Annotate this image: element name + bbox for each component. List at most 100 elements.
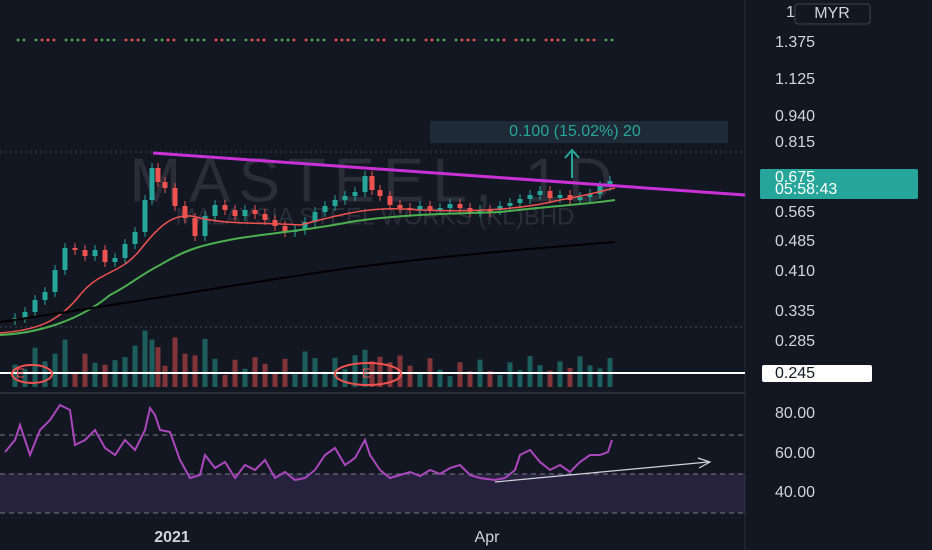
candle-body [42, 292, 48, 300]
rsi-line [4, 403, 613, 482]
signal-dot [22, 38, 26, 42]
rsi-axis: 80.00 60.00 40.00 [775, 405, 815, 501]
signal-dot [490, 38, 494, 42]
candle-body [342, 196, 348, 200]
candle-body [102, 250, 108, 262]
candle-body [22, 312, 28, 318]
volume-bar [149, 339, 155, 387]
signal-dot [406, 38, 410, 42]
signal-dot [250, 38, 254, 42]
signal-dot [274, 38, 278, 42]
signal-dot [142, 38, 146, 42]
candle-body [527, 195, 533, 199]
volume-bar [262, 363, 268, 387]
volume-bar [322, 371, 328, 387]
candle-body [112, 258, 118, 262]
volume-bar [497, 375, 503, 387]
volume-bar [342, 369, 348, 387]
candle-body [92, 250, 98, 256]
signal-dot [292, 38, 296, 42]
price-tick-label: 1.125 [775, 71, 815, 88]
volume-bar [142, 330, 148, 387]
signal-dot [424, 38, 428, 42]
volume-bar [42, 361, 48, 387]
candle-body [427, 206, 433, 210]
signal-dot [130, 38, 134, 42]
candle-body [557, 195, 563, 198]
signal-dot [214, 38, 218, 42]
measure-label: 0.100 (15.02%) 20 [509, 123, 641, 140]
volume-bar [487, 371, 493, 387]
signal-dot [352, 38, 356, 42]
volume-bar [507, 362, 513, 387]
signal-dot [454, 38, 458, 42]
currency[interactable]: MYR [814, 5, 850, 22]
volume-bar [102, 364, 108, 387]
volume-bar [22, 368, 28, 387]
volume-bar [162, 365, 168, 387]
signal-dot [256, 38, 260, 42]
candle-body [507, 203, 513, 206]
price-tick-label: 0.410 [775, 263, 815, 280]
volume-bar [292, 372, 298, 387]
signal-dot [532, 38, 536, 42]
signal-dot [592, 38, 596, 42]
signal-dot [610, 38, 614, 42]
candle-body [437, 208, 443, 210]
signal-dot [154, 38, 158, 42]
currency-box[interactable] [794, 3, 871, 25]
volume-bar [62, 339, 68, 387]
signal-dot [430, 38, 434, 42]
candle-body [62, 248, 68, 270]
price-axis: 1.375 1.125 0.940 0.815 0.565 0.485 0.410 0.335… [775, 34, 815, 350]
countdown: 05:58:43 [775, 181, 837, 198]
signal-dot [160, 38, 164, 42]
signal-dot [232, 38, 236, 42]
candle-body [487, 210, 493, 212]
signal-dot [202, 38, 206, 42]
candle-body [232, 210, 238, 216]
signal-dot [220, 38, 224, 42]
candle-body [172, 188, 178, 206]
candle-body [457, 204, 463, 208]
rsi-tick-label: 60.00 [775, 445, 815, 462]
volume-bar [527, 356, 533, 387]
signal-dot [94, 38, 98, 42]
candle-body [312, 212, 318, 222]
volume-bar [52, 353, 58, 387]
volume-bar [182, 353, 188, 387]
volume-bar [407, 365, 413, 387]
candle-body [417, 206, 423, 210]
scale-label: 1 [786, 4, 795, 21]
candle-body [155, 168, 161, 182]
signal-dot [172, 38, 176, 42]
signal-dot [604, 38, 608, 42]
candle-body [607, 181, 613, 186]
signal-dot [556, 38, 560, 42]
volume-bar [457, 362, 463, 387]
candle-body [577, 197, 583, 200]
signal-dot [190, 38, 194, 42]
measure-box [430, 121, 728, 143]
signal-dots [16, 38, 614, 42]
volume-bar [547, 370, 553, 387]
signal-dot [550, 38, 554, 42]
signal-dot [226, 38, 230, 42]
candles [12, 163, 613, 325]
volume-bar [417, 372, 423, 387]
price-tick-label: 0.565 [775, 204, 815, 221]
candle-body [32, 300, 38, 312]
signal-dot [280, 38, 284, 42]
volume-bar [302, 351, 308, 387]
signal-dot [412, 38, 416, 42]
candle-body [537, 191, 543, 195]
signal-dot [460, 38, 464, 42]
volume-bar [132, 345, 138, 387]
signal-dot [52, 38, 56, 42]
volume-bar [242, 368, 248, 387]
signal-dot [472, 38, 476, 42]
candle-body [302, 222, 308, 230]
signal-dot [382, 38, 386, 42]
volume-bar [272, 372, 278, 387]
